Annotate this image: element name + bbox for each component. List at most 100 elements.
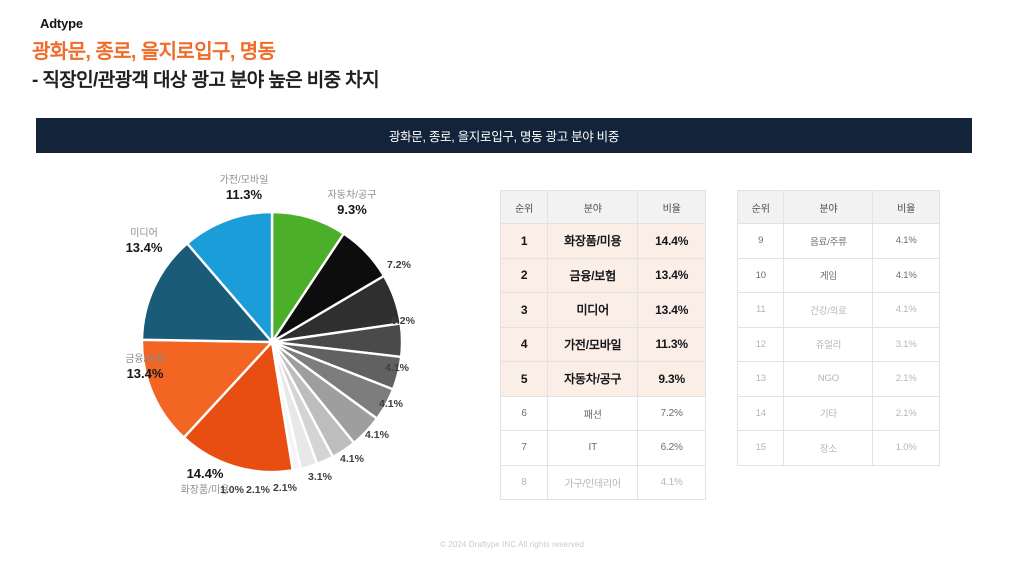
pie-label-name: 자동차/공구	[328, 189, 377, 201]
rank-cell: 5	[499, 361, 549, 397]
pct-cell: 7.2%	[637, 395, 706, 431]
rank-cell: 8	[499, 464, 549, 500]
column-header-pct: 비율	[872, 190, 940, 224]
rank-cell: 11	[736, 292, 785, 328]
pie-label-value: 4.1%	[340, 453, 365, 465]
page-title-line1: 광화문, 종로, 을지로입구, 명동	[32, 41, 276, 63]
page-title: 광화문, 종로, 을지로입구, 명동 - 직장인/관광객 대상 광고 분야 높은…	[32, 40, 380, 93]
brand-logo: Adtype	[40, 16, 83, 31]
table-row: 5 자동차/공구 9.3%	[499, 361, 706, 397]
table-header-row: 순위 분야 비율	[499, 190, 706, 224]
field-cell: 음료/주류	[783, 223, 874, 259]
column-header-rank: 순위	[736, 190, 785, 224]
page-title-line2: - 직장인/관광객 대상 광고 분야 높은 비중 차지	[32, 69, 380, 91]
rank-cell: 1	[499, 223, 549, 259]
field-cell: IT	[547, 430, 639, 466]
pie-slice	[270, 210, 345, 344]
table-row: 6 패션 7.2%	[499, 395, 706, 431]
pie-label-value: 7.2%	[387, 259, 412, 271]
field-cell: 패션	[547, 395, 639, 431]
field-cell: 기타	[783, 395, 874, 431]
pie-label-name: 금융/보험	[125, 353, 165, 365]
pct-cell: 2.1%	[872, 361, 940, 397]
column-header-field: 분야	[547, 190, 639, 224]
pct-cell: 14.4%	[637, 223, 706, 259]
rank-cell: 14	[736, 395, 785, 431]
pie-label-value: 2.1%	[246, 484, 271, 496]
copyright-footer: © 2024 Draftype INC All rights reserved	[439, 540, 585, 549]
table-row: 3 미디어 13.4%	[499, 292, 706, 328]
table-row: 11 건강/의료 4.1%	[736, 292, 940, 328]
section-banner: 광화문, 종로, 을지로입구, 명동 광고 분야 비중	[36, 118, 972, 153]
pie-label-value: 14.4%	[187, 466, 224, 481]
pct-cell: 4.1%	[637, 464, 706, 500]
column-header-pct: 비율	[637, 190, 706, 224]
rank-cell: 4	[499, 326, 549, 362]
pie-slice	[182, 340, 294, 474]
pie-chart: 가전/모바일 11.3% 자동차/공구 9.3% 미디어 13.4% 금융/보험 13.4% 1…	[0, 160, 480, 520]
field-cell: 미디어	[547, 292, 639, 328]
pie-label-value: 6.2%	[391, 315, 416, 327]
pie-label-value: 13.4%	[126, 240, 163, 255]
pct-cell: 11.3%	[637, 326, 706, 362]
table-row: 15 장소 1.0%	[736, 430, 940, 466]
field-cell: 건강/의료	[783, 292, 874, 328]
pct-cell: 4.1%	[872, 292, 940, 328]
rank-cell: 6	[499, 395, 549, 431]
rank-cell: 13	[736, 361, 785, 397]
pie-label-value: 4.1%	[365, 429, 390, 441]
rank-cell: 10	[736, 257, 785, 293]
pie-slice	[140, 242, 274, 344]
pie-slice	[185, 210, 274, 344]
pie-label-value: 3.1%	[308, 471, 333, 483]
field-cell: 금융/보험	[547, 257, 639, 293]
pie-slice	[140, 338, 274, 439]
pie-label-value: 9.3%	[337, 202, 367, 217]
table-row: 4 가전/모바일 11.3%	[499, 326, 706, 362]
table-row: 10 게임 4.1%	[736, 257, 940, 293]
pie-slice-group	[140, 210, 404, 474]
table-header-row: 순위 분야 비율	[736, 190, 940, 224]
pct-cell: 4.1%	[872, 223, 940, 259]
rank-table-secondary: 순위 분야 비율 9 음료/주류 4.1% 10 게임 4.1% 11 건강/의료 4.1% 12…	[736, 190, 940, 466]
field-cell: 자동차/공구	[547, 361, 639, 397]
pie-label-value: 4.1%	[385, 362, 410, 374]
table-row: 2 금융/보험 13.4%	[499, 257, 706, 293]
pie-label-name: 가전/모바일	[220, 174, 269, 186]
column-header-field: 분야	[783, 190, 874, 224]
pie-label-value: 2.1%	[273, 482, 298, 494]
table-row: 8 가구/인테리어 4.1%	[499, 464, 706, 500]
pct-cell: 13.4%	[637, 292, 706, 328]
table-row: 12 쥬얼리 3.1%	[736, 326, 940, 362]
pie-label-value: 4.1%	[379, 398, 404, 410]
pie-label-value: 11.3%	[226, 187, 263, 202]
pct-cell: 9.3%	[637, 361, 706, 397]
pie-label-name: 미디어	[130, 227, 158, 239]
table-row: 13 NGO 2.1%	[736, 361, 940, 397]
table-row: 1 화장품/미용 14.4%	[499, 223, 706, 259]
table-row: 9 음료/주류 4.1%	[736, 223, 940, 259]
field-cell: 쥬얼리	[783, 326, 874, 362]
field-cell: 게임	[783, 257, 874, 293]
pie-label-value: 1.0%	[220, 484, 245, 496]
pct-cell: 4.1%	[872, 257, 940, 293]
field-cell: 장소	[783, 430, 874, 466]
rank-cell: 3	[499, 292, 549, 328]
pie-label-name: 화장품/미용	[181, 484, 230, 496]
rank-cell: 12	[736, 326, 785, 362]
rank-cell: 9	[736, 223, 785, 259]
pct-cell: 3.1%	[872, 326, 940, 362]
column-header-rank: 순위	[499, 190, 549, 224]
field-cell: 가전/모바일	[547, 326, 639, 362]
field-cell: 화장품/미용	[547, 223, 639, 259]
field-cell: NGO	[783, 361, 874, 397]
pct-cell: 2.1%	[872, 395, 940, 431]
field-cell: 가구/인테리어	[547, 464, 639, 500]
rank-cell: 15	[736, 430, 785, 466]
pct-cell: 6.2%	[637, 430, 706, 466]
table-row: 14 기타 2.1%	[736, 395, 940, 431]
table-row: 7 IT 6.2%	[499, 430, 706, 466]
rank-cell: 2	[499, 257, 549, 293]
